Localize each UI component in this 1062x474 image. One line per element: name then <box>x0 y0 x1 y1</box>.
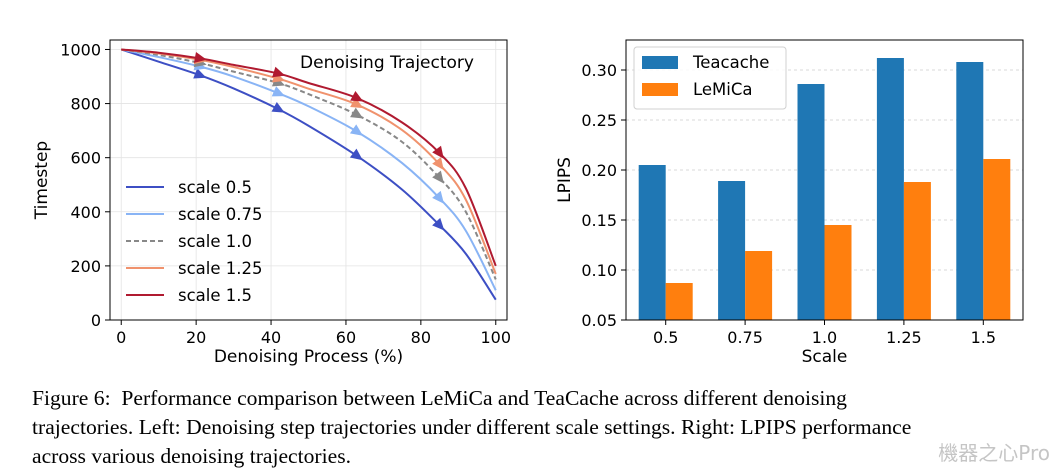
right-x-tick-label: 1.0 <box>812 328 837 347</box>
left-chart: 0 20 40 60 80 100 0 200 400 600 800 1000 Denoising… <box>32 39 511 367</box>
legend-label-5: scale 1.5 <box>178 286 252 305</box>
caption-line-2: trajectories. Left: Denoising step traje… <box>32 415 912 439</box>
left-x-tick-label: 100 <box>480 328 511 347</box>
right-legend: Teacache LeMiCa <box>633 46 787 110</box>
right-x-tick-label: 1.25 <box>886 328 922 347</box>
left-chart-title: Denoising Trajectory <box>300 53 474 73</box>
series-line-2 <box>121 48 497 291</box>
series-1-arrowhead <box>271 102 285 113</box>
left-x-tick-label: 60 <box>336 328 356 347</box>
caption-line-3: across various denoising trajectories. <box>32 444 352 468</box>
series-4-arrowhead <box>432 157 444 171</box>
left-x-tick-label: 80 <box>411 328 431 347</box>
series-line-5 <box>121 48 497 267</box>
series-1-arrowhead <box>193 68 207 79</box>
left-plot-frame <box>109 39 508 321</box>
right-y-axis-label: LPIPS <box>555 157 575 203</box>
right-x-tick-label: 1.5 <box>971 328 996 347</box>
left-series-lines <box>120 48 497 301</box>
legend-label-3: scale 1.0 <box>178 232 252 251</box>
legend-label-1: scale 0.5 <box>178 178 252 197</box>
bar-teacache-0.5 <box>638 165 666 320</box>
left-x-tick-label: 20 <box>186 328 206 347</box>
right-y-ticks: 0.05 0.10 0.15 0.20 0.25 0.30 <box>581 61 626 330</box>
caption-line-1: Figure 6: Performance comparison between… <box>32 386 847 410</box>
left-x-ticks: 0 20 40 60 80 100 <box>116 320 511 347</box>
bar-teacache-1.25 <box>876 58 904 320</box>
series-5-arrowhead <box>193 52 207 63</box>
legend-label-lemica: LeMiCa <box>693 80 753 99</box>
right-x-tick-label: 0.75 <box>727 328 763 347</box>
series-line-3 <box>121 48 497 280</box>
series-5-arrowhead <box>272 66 286 78</box>
right-y-tick-label: 0.30 <box>581 61 617 80</box>
right-y-tick-label: 0.15 <box>581 211 617 230</box>
right-x-tick-label: 0.5 <box>653 328 678 347</box>
bar-lemica-1.0 <box>824 225 852 320</box>
series-5-arrowhead <box>350 90 364 102</box>
left-y-tick-label: 400 <box>70 203 101 222</box>
left-y-tick-label: 1000 <box>60 40 101 59</box>
left-y-tick-label: 0 <box>91 311 101 330</box>
bar-lemica-1.25 <box>903 182 931 320</box>
right-y-tick-label: 0.05 <box>581 311 617 330</box>
right-chart: 0.5 0.75 1.0 1.25 1.5 0.050.100.150.200.250.… <box>555 39 1024 367</box>
left-legend: scale 0.5 scale 0.75 scale 1.0 scale 1.25 sc… <box>126 178 263 305</box>
right-x-ticks: 0.5 0.75 1.0 1.25 1.5 <box>653 320 996 347</box>
left-y-axis-label: Timestep <box>32 141 52 220</box>
left-y-tick-label: 600 <box>70 149 101 168</box>
right-y-tick-label: 0.10 <box>581 261 617 280</box>
left-y-ticks: 0 200 400 600 800 1000 <box>60 40 110 330</box>
legend-swatch-teacache <box>642 56 678 69</box>
bar-lemica-1.5 <box>983 159 1011 320</box>
bar-lemica-0.75 <box>745 251 773 320</box>
left-x-axis-label: Denoising Process (%) <box>214 347 403 367</box>
series-line-1 <box>120 48 497 301</box>
bar-teacache-1.5 <box>956 62 984 320</box>
bar-lemica-0.5 <box>665 283 693 320</box>
series-2-arrowhead <box>349 124 363 136</box>
series-2-arrowhead <box>271 86 285 97</box>
right-y-tick-label: 0.20 <box>581 161 617 180</box>
bar-teacache-1.0 <box>797 84 825 320</box>
series-2-arrowhead <box>432 190 444 204</box>
left-y-tick-label: 200 <box>70 257 101 276</box>
series-1-arrowhead <box>432 217 445 231</box>
figure-caption: Figure 6: Performance comparison between… <box>32 384 1028 471</box>
series-line-4 <box>121 48 497 275</box>
right-bars <box>638 58 1011 320</box>
legend-label-teacache: Teacache <box>692 53 769 72</box>
series-3-arrowhead <box>350 107 364 119</box>
left-arrowheads <box>193 52 445 231</box>
watermark: 機器之心Pro <box>938 441 1050 465</box>
series-5-arrowhead <box>432 145 444 159</box>
legend-label-2: scale 0.75 <box>178 205 263 224</box>
series-4-arrowhead <box>350 97 364 109</box>
bar-teacache-0.75 <box>718 181 746 320</box>
right-y-tick-label: 0.25 <box>581 111 617 130</box>
legend-swatch-lemica <box>642 83 678 96</box>
left-y-tick-label: 800 <box>70 95 101 114</box>
left-x-tick-label: 0 <box>116 328 126 347</box>
left-x-tick-label: 40 <box>261 328 281 347</box>
series-1-arrowhead <box>349 148 363 161</box>
series-3-arrowhead <box>432 170 444 184</box>
legend-label-4: scale 1.25 <box>178 259 263 278</box>
right-x-axis-label: Scale <box>802 347 848 367</box>
